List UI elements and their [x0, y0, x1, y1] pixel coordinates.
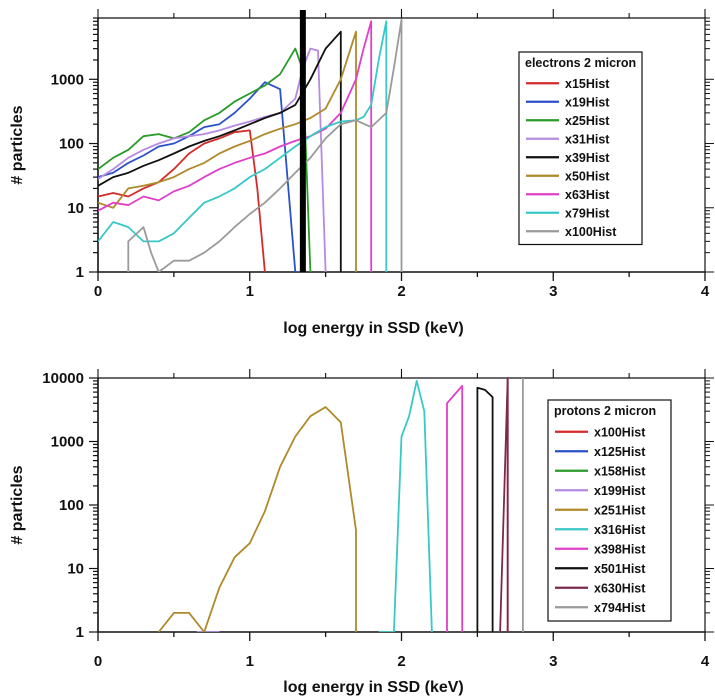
series-line-x100hist — [127, 18, 403, 272]
legend-entry: x15Hist — [565, 77, 610, 91]
series-line-x25hist — [98, 47, 312, 272]
legend-title: electrons 2 micron — [525, 56, 636, 70]
legend-entry: x31Hist — [565, 132, 610, 146]
series-line-x39hist — [98, 30, 342, 272]
y-tick-label: 10 — [67, 561, 84, 578]
legend-entry: x100Hist — [594, 425, 646, 439]
y-tick-label: 1 — [76, 264, 84, 281]
series-group — [157, 377, 524, 632]
series-line-x398hist — [446, 384, 464, 632]
x-axis-label: log energy in SSD (keV) — [283, 320, 463, 337]
legend-entry: x501Hist — [594, 562, 646, 576]
x-tick-label: 1 — [246, 283, 254, 300]
legend-entry: x251Hist — [594, 503, 646, 517]
y-tick-label: 1000 — [51, 434, 84, 451]
x-tick-label: 2 — [397, 653, 405, 670]
y-tick-label: 100 — [59, 497, 84, 514]
y-tick-label: 10000 — [42, 370, 84, 387]
x-axis-label: log energy in SSD (keV) — [283, 679, 463, 696]
series-line-x79hist — [98, 20, 388, 272]
series-line-x316hist — [378, 379, 433, 632]
legend-entry: x630Hist — [594, 581, 646, 595]
series-line-x630hist — [499, 377, 509, 632]
x-tick-label: 4 — [701, 653, 710, 670]
x-tick-label: 3 — [549, 283, 557, 300]
series-line-x251hist — [157, 406, 357, 632]
legend-title: protons 2 micron — [554, 404, 656, 418]
legend-entry: x79Hist — [565, 206, 610, 220]
legend-entry: x158Hist — [594, 464, 646, 478]
legend-entry: x794Hist — [594, 601, 646, 615]
legend-entry: x199Hist — [594, 484, 646, 498]
series-line-x50hist — [98, 30, 357, 272]
series-line-x63hist — [98, 20, 373, 272]
series-line-x19hist — [98, 81, 303, 272]
legend-entry: x100Hist — [565, 225, 617, 239]
y-axis-label: # particles — [9, 105, 26, 184]
legend: electrons 2 micron x15Hist x19Hist x25Hist x… — [518, 51, 643, 246]
legend-entry: x19Hist — [565, 95, 610, 109]
x-tick-label: 4 — [701, 283, 710, 300]
y-tick-label: 100 — [59, 136, 84, 153]
legend-entry: x316Hist — [594, 523, 646, 537]
series-line-x501hist — [476, 386, 494, 632]
x-tick-label: 0 — [94, 283, 102, 300]
x-tick-label: 3 — [549, 653, 557, 670]
legend-entry: x39Hist — [565, 151, 610, 165]
y-tick-label: 10 — [67, 200, 84, 217]
series-line-x15hist — [98, 129, 266, 272]
x-tick-label: 2 — [397, 283, 405, 300]
y-axis-label: # particles — [9, 465, 26, 544]
x-tick-label: 1 — [246, 653, 254, 670]
x-tick-label: 0 — [94, 653, 102, 670]
y-tick-label: 1000 — [51, 71, 84, 88]
y-tick-label: 1 — [76, 624, 84, 641]
legend-entry: x398Hist — [594, 542, 646, 556]
legend: protons 2 micron x100Hist x125Hist x158Hist… — [547, 399, 672, 622]
legend-entry: x25Hist — [565, 114, 610, 128]
legend-entry: x125Hist — [594, 445, 646, 459]
legend-entry: x63Hist — [565, 188, 610, 202]
legend-entry: x50Hist — [565, 169, 610, 183]
series-group — [98, 18, 403, 272]
